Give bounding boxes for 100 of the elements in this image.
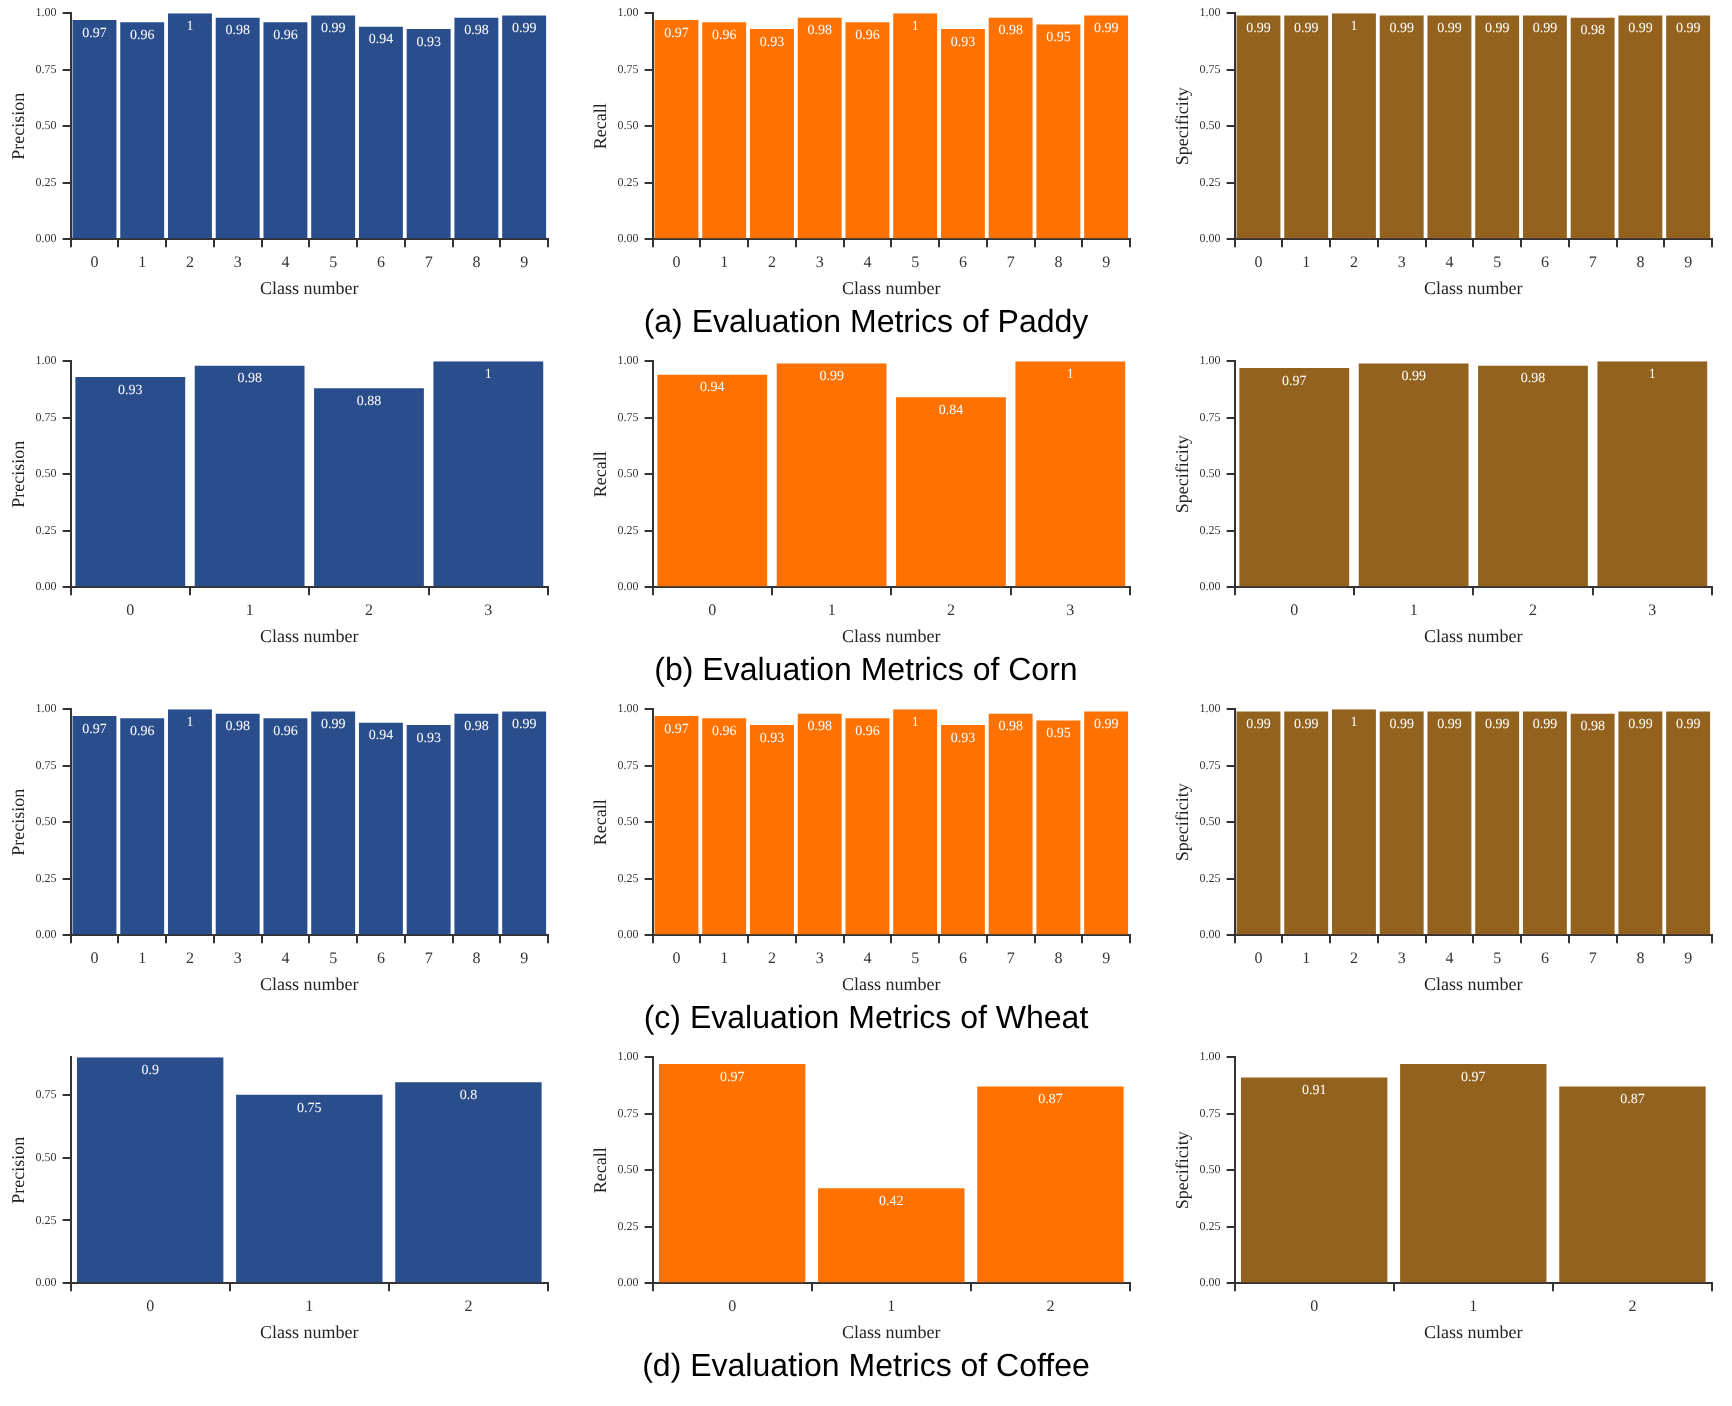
- x-tick-label: 9: [1684, 252, 1693, 271]
- x-tick-label: 1: [720, 948, 729, 967]
- bar: [395, 1082, 542, 1283]
- x-tick-label: 5: [1493, 948, 1502, 967]
- bar: [818, 1188, 965, 1283]
- x-tick-label: 8: [1054, 948, 1063, 967]
- y-axis-title: Precision: [7, 91, 28, 160]
- x-tick-label: 1: [720, 252, 729, 271]
- x-tick-label: 1: [1302, 948, 1311, 967]
- x-tick-label: 5: [329, 252, 338, 271]
- y-axis-title: Recall: [589, 798, 610, 846]
- x-tick-label: 2: [1528, 600, 1537, 619]
- x-tick-label: 1: [305, 1296, 314, 1315]
- y-axis-title: Recall: [589, 102, 610, 150]
- x-tick-label: 2: [946, 600, 955, 619]
- x-axis-title: Class number: [260, 277, 359, 298]
- x-tick-label: 6: [958, 948, 967, 967]
- bar: [72, 19, 117, 239]
- bar: [1015, 361, 1126, 587]
- x-tick-label: 3: [233, 252, 242, 271]
- text: (b) Evaluation Metrics of Corn: [652, 652, 1080, 692]
- x-tick-label: 6: [1540, 948, 1549, 967]
- x-axis-title: Class number: [260, 1321, 359, 1342]
- x-tick-label: 0: [1310, 1296, 1319, 1315]
- x-axis-title: Class number: [1424, 277, 1523, 298]
- x-tick-label: 6: [958, 252, 967, 271]
- bar: [75, 377, 186, 587]
- x-tick-label: 0: [672, 252, 681, 271]
- y-axis-title: Specificity: [1171, 434, 1192, 514]
- bar: [236, 1094, 383, 1283]
- y-axis-title: Specificity: [1171, 782, 1192, 862]
- x-tick-label: 7: [424, 252, 433, 271]
- x-tick-label: 7: [1588, 948, 1597, 967]
- x-tick-label: 4: [863, 252, 872, 271]
- x-tick-label: 9: [520, 252, 529, 271]
- x-axis-title: Class number: [842, 1321, 941, 1342]
- x-tick-label: 3: [1397, 948, 1406, 967]
- x-axis-title: Class number: [1424, 625, 1523, 646]
- text: (d) Evaluation Metrics of Coffee: [640, 1348, 1092, 1388]
- x-axis-title: Class number: [1424, 1321, 1523, 1342]
- bar: [433, 361, 544, 587]
- x-tick-label: 2: [364, 600, 373, 619]
- x-tick-label: 1: [887, 1296, 896, 1315]
- x-tick-label: 1: [245, 600, 254, 619]
- bar: [657, 374, 768, 587]
- x-tick-label: 2: [185, 252, 194, 271]
- bar: [120, 22, 165, 239]
- bar: [977, 1086, 1124, 1283]
- x-tick-label: 3: [233, 948, 242, 967]
- x-tick-label: 8: [472, 948, 481, 967]
- x-tick-label: 1: [1409, 600, 1418, 619]
- bar: [896, 397, 1006, 587]
- x-tick-label: 7: [424, 948, 433, 967]
- x-tick-label: 8: [1636, 948, 1645, 967]
- y-axis-title: Precision: [7, 439, 28, 508]
- x-tick-label: 0: [672, 948, 681, 967]
- x-axis-title: Class number: [842, 973, 941, 994]
- y-axis-title: Precision: [7, 1135, 28, 1204]
- bar: [502, 15, 547, 239]
- bar: [194, 365, 305, 587]
- bar: [658, 1063, 806, 1283]
- x-tick-label: 0: [1254, 252, 1263, 271]
- x-tick-label: 8: [1636, 252, 1645, 271]
- x-tick-label: 7: [1006, 948, 1015, 967]
- bar: [358, 26, 403, 239]
- x-tick-label: 6: [1540, 252, 1549, 271]
- x-tick-label: 2: [767, 252, 776, 271]
- x-tick-label: 0: [708, 600, 717, 619]
- bar: [120, 718, 165, 935]
- y-axis-title: Recall: [589, 1146, 610, 1194]
- bar: [311, 15, 356, 239]
- bar: [776, 363, 887, 587]
- x-axis-title: Class number: [842, 625, 941, 646]
- bar: [167, 13, 212, 239]
- x-tick-label: 2: [185, 948, 194, 967]
- x-axis-title: Class number: [260, 973, 359, 994]
- x-tick-label: 6: [376, 948, 385, 967]
- x-tick-label: 7: [1006, 252, 1015, 271]
- x-tick-label: 3: [815, 948, 824, 967]
- x-tick-label: 0: [728, 1296, 737, 1315]
- x-tick-label: 5: [1493, 252, 1502, 271]
- text: (a) Evaluation Metrics of Paddy: [641, 304, 1091, 344]
- x-tick-label: 6: [376, 252, 385, 271]
- x-tick-label: 2: [464, 1296, 473, 1315]
- x-tick-label: 1: [138, 948, 147, 967]
- x-tick-label: 5: [329, 948, 338, 967]
- text: (c) Evaluation Metrics of Wheat: [641, 1000, 1091, 1040]
- x-tick-label: 4: [281, 252, 290, 271]
- x-tick-label: 4: [1445, 252, 1454, 271]
- x-tick-label: 3: [1397, 252, 1406, 271]
- x-tick-label: 2: [1349, 948, 1358, 967]
- bar: [72, 715, 117, 935]
- x-tick-label: 1: [138, 252, 147, 271]
- y-axis-title: Recall: [589, 450, 610, 498]
- x-tick-label: 5: [911, 948, 920, 967]
- x-tick-label: 9: [1684, 948, 1693, 967]
- x-tick-label: 9: [1102, 948, 1111, 967]
- bar: [314, 388, 424, 587]
- x-tick-label: 5: [911, 252, 920, 271]
- x-tick-label: 3: [1066, 600, 1075, 619]
